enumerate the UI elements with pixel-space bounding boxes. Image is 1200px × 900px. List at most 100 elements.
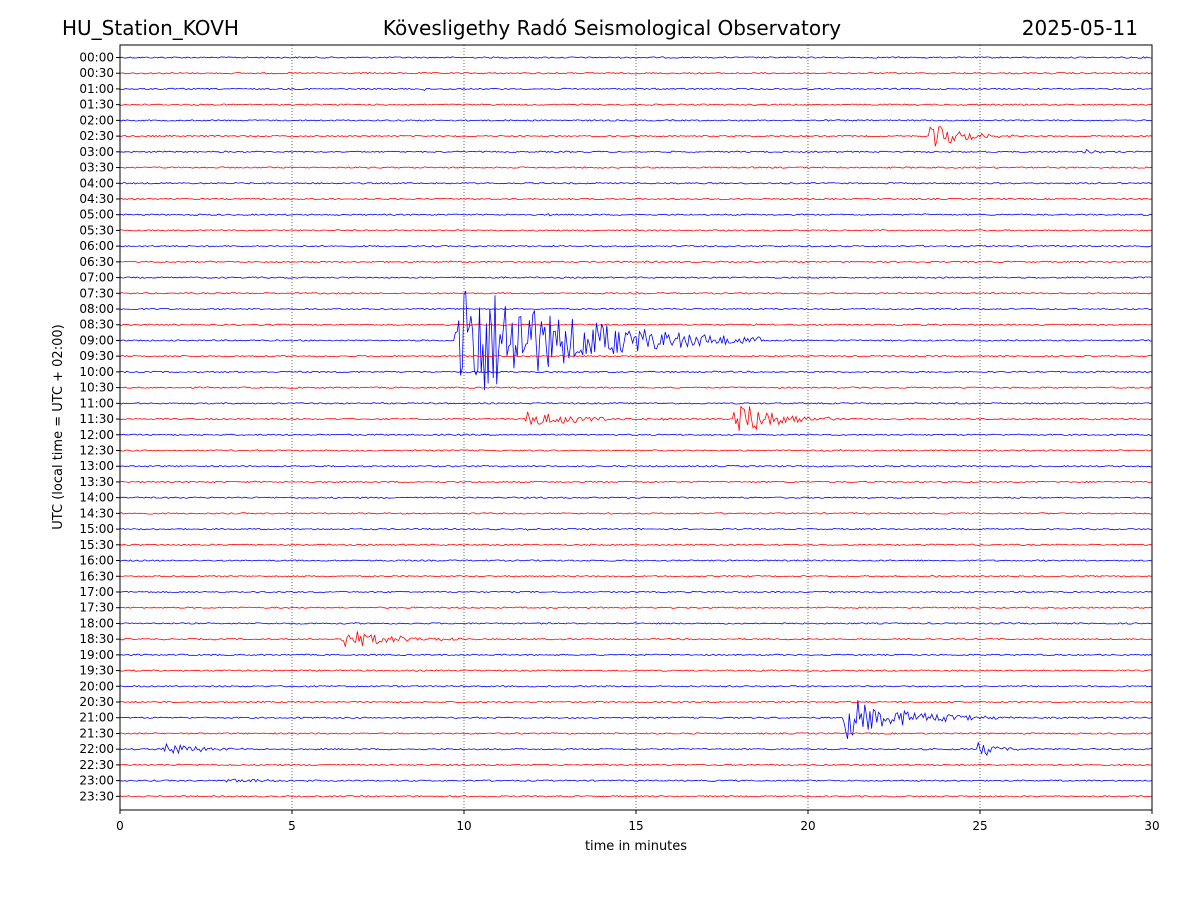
trace-1930: [119, 669, 1152, 672]
trace-1500: [119, 527, 1153, 531]
trace-2200: [119, 742, 1153, 756]
y-tick-label: 15:00: [79, 522, 114, 536]
y-tick-label: 19:00: [79, 648, 114, 662]
y-tick-label: 12:30: [79, 444, 114, 458]
trace-2000: [119, 685, 1153, 688]
y-tick-label: 05:30: [79, 223, 114, 237]
trace-2300: [119, 778, 1153, 783]
y-tick-label: 09:30: [79, 349, 114, 363]
x-tick-label: 0: [116, 819, 124, 833]
y-tick-label: 03:30: [79, 161, 114, 175]
trace-2330: [119, 795, 1153, 798]
trace-1830: [119, 631, 1153, 647]
x-tick-label: 15: [628, 819, 643, 833]
y-tick-label: 01:00: [79, 82, 114, 96]
trace-0600: [119, 244, 1153, 248]
y-tick-label: 20:30: [79, 695, 114, 709]
y-tick-label: 22:30: [79, 758, 114, 772]
y-tick-label: 20:00: [79, 679, 114, 693]
trace-0400: [119, 182, 1152, 185]
observatory-title: Kövesligethy Radó Seismological Observat…: [382, 16, 842, 40]
trace-0330: [120, 166, 1153, 169]
y-tick-label: 18:00: [79, 616, 114, 630]
y-tick-label: 09:00: [79, 333, 114, 347]
trace-0700: [119, 276, 1153, 279]
trace-layer: [119, 56, 1153, 798]
trace-1900: [119, 653, 1153, 657]
y-tick-label: 18:30: [79, 632, 114, 646]
y-tick-label: 08:30: [79, 318, 114, 332]
y-tick-label: 21:30: [79, 726, 114, 740]
y-tick-label: 04:00: [79, 176, 114, 190]
trace-1300: [119, 465, 1153, 468]
trace-1030: [119, 386, 1153, 389]
trace-0200: [119, 119, 1153, 122]
y-tick-label: 05:00: [79, 208, 114, 222]
y-tick-label: 06:30: [79, 255, 114, 269]
y-tick-label: 17:00: [79, 585, 114, 599]
trace-2030: [119, 700, 1153, 704]
y-tick-label: 13:30: [79, 475, 114, 489]
trace-1630: [119, 574, 1153, 578]
trace-0730: [119, 292, 1153, 295]
y-tick-label: 01:30: [79, 98, 114, 112]
trace-0130: [119, 103, 1153, 106]
trace-1430: [119, 512, 1153, 515]
trace-0830: [119, 323, 1152, 326]
y-tick-label: 22:00: [79, 742, 114, 756]
x-tick-label: 5: [288, 819, 296, 833]
trace-0800: [119, 307, 1153, 311]
trace-0300: [119, 148, 1152, 154]
y-axis-label: UTC (local time = UTC + 02:00): [51, 324, 66, 529]
x-axis-label: time in minutes: [585, 839, 687, 854]
y-tick-label: 21:00: [79, 711, 114, 725]
trace-0500: [119, 213, 1153, 217]
y-tick-label: 07:00: [79, 271, 114, 285]
y-tick-label: 10:00: [79, 365, 114, 379]
y-tick-label: 23:30: [79, 789, 114, 803]
trace-1400: [119, 496, 1153, 499]
x-tick-layer: 0 5 10 15 20 25 30: [116, 810, 1160, 833]
trace-0630: [119, 260, 1153, 264]
x-tick-label: 10: [456, 819, 471, 833]
trace-0430: [119, 197, 1153, 201]
y-tick-label: 11:00: [79, 396, 114, 410]
x-tick-label: 30: [1144, 819, 1159, 833]
trace-1000: [119, 370, 1153, 374]
station-name: HU_Station_KOVH: [62, 16, 239, 40]
x-tick-label: 25: [972, 819, 987, 833]
trace-0230: [119, 126, 1153, 147]
record-date: 2025-05-11: [1021, 16, 1138, 40]
y-tick-label: 00:00: [79, 51, 114, 65]
y-tick-label: 16:00: [79, 554, 114, 568]
trace-1100: [119, 402, 1153, 405]
trace-2230: [119, 763, 1153, 767]
trace-2130: [119, 732, 1153, 735]
y-tick-label: 23:00: [79, 774, 114, 788]
trace-0530: [119, 229, 1153, 232]
trace-0030: [119, 72, 1153, 75]
trace-0000: [119, 56, 1153, 59]
trace-1230: [119, 448, 1153, 452]
trace-1330: [119, 480, 1153, 484]
y-tick-label: 08:00: [79, 302, 114, 316]
y-tick-label: 14:00: [79, 491, 114, 505]
trace-1130: [119, 405, 1153, 431]
x-tick-label: 20: [800, 819, 815, 833]
y-tick-label: 15:30: [79, 538, 114, 552]
y-tick-label: 19:30: [79, 664, 114, 678]
y-tick-label: 02:30: [79, 129, 114, 143]
trace-0100: [119, 87, 1153, 92]
trace-1730: [119, 606, 1153, 609]
trace-1800: [119, 622, 1153, 625]
y-tick-label: 13:00: [79, 459, 114, 473]
trace-1530: [119, 543, 1153, 546]
y-tick-label: 00:30: [79, 66, 114, 80]
y-tick-label: 10:30: [79, 381, 114, 395]
y-tick-label: 03:00: [79, 145, 114, 159]
plot-frame: [119, 44, 1153, 811]
y-tick-label: 14:30: [79, 506, 114, 520]
trace-1200: [119, 433, 1153, 436]
trace-0900: [119, 290, 1153, 391]
